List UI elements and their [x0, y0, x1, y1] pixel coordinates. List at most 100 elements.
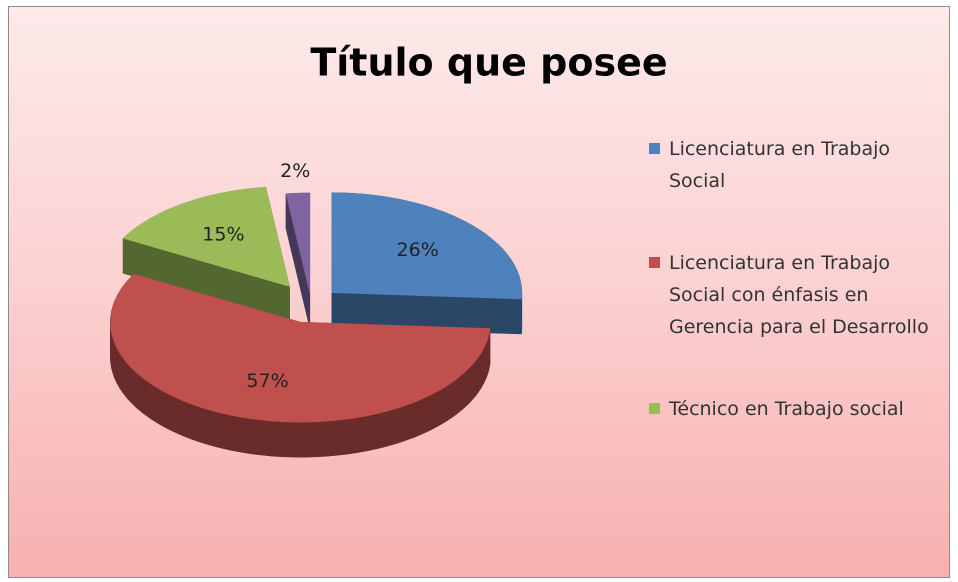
slice-side: [122, 357, 126, 397]
slice-side: [233, 415, 239, 452]
slice-side: [321, 420, 328, 457]
slice-side: [156, 387, 161, 426]
slice-side: [434, 390, 439, 429]
slice-side: [444, 384, 448, 423]
slice-side: [147, 381, 152, 420]
slice-side: [130, 366, 134, 406]
slice-side: [298, 421, 304, 458]
slice-side: [191, 404, 197, 442]
pie-slice: [285, 192, 311, 329]
slice-side: [335, 419, 342, 456]
slice-side: [199, 406, 205, 444]
slice-top: [285, 192, 311, 294]
slice-side: [317, 421, 323, 458]
slice-side: [453, 379, 457, 417]
slice-side: [303, 421, 309, 458]
pie-slice: [110, 273, 491, 458]
slice-side: [405, 403, 410, 441]
slice-side: [409, 402, 414, 440]
legend-swatch: [649, 257, 660, 268]
slice-top: [122, 186, 290, 287]
slice-side: [176, 397, 182, 436]
slice-side: [465, 368, 469, 407]
slice-side: [216, 411, 222, 449]
slice-side: [354, 417, 360, 454]
slice-side: [284, 421, 290, 458]
slice-side: [474, 359, 477, 398]
slice-side: [260, 419, 267, 456]
slice-side: [159, 389, 164, 427]
slice-side: [265, 420, 271, 457]
slice-side: [345, 418, 351, 455]
slice-side: [389, 408, 394, 446]
slice-side: [376, 412, 382, 450]
slice-side: [312, 421, 318, 458]
legend-swatch: [649, 143, 660, 154]
slice-side: [326, 420, 332, 457]
slice-side: [169, 394, 174, 433]
slice-side: [270, 420, 276, 457]
slice-side: [468, 366, 471, 405]
slice-side: [293, 421, 299, 458]
slice-side: [150, 383, 155, 422]
slice-side: [184, 401, 189, 439]
data-label: 57%: [246, 370, 288, 392]
slice-side: [372, 413, 378, 451]
slice-side: [180, 399, 185, 437]
data-label: 2%: [280, 160, 310, 182]
slice-side: [461, 372, 465, 411]
slice-side: [251, 418, 257, 455]
legend: Licenciatura en Trabajo Social Licenciatu…: [649, 133, 949, 425]
slice-side: [195, 405, 201, 443]
pie-slice: [122, 186, 290, 322]
slice-side: [128, 364, 132, 403]
slice-side: [203, 408, 209, 445]
slice-side: [401, 405, 406, 443]
slice-side: [413, 400, 418, 438]
slice-side: [132, 368, 136, 408]
slice-side: [340, 419, 346, 456]
slice-side: [274, 421, 281, 457]
slice-side: [416, 399, 422, 437]
slice-side: [126, 362, 129, 401]
slice-side: [247, 417, 253, 455]
slice-top: [331, 192, 523, 300]
slice-side: [427, 394, 432, 432]
legend-swatch: [649, 403, 660, 414]
slice-side: [142, 377, 146, 416]
slice-side: [207, 409, 213, 447]
slice-side: [349, 417, 355, 454]
legend-item: Licenciatura en Trabajo Social: [649, 133, 949, 197]
slice-side: [238, 416, 244, 453]
slice-side: [188, 402, 193, 440]
slice-side: [450, 381, 454, 419]
slice-side: [463, 370, 467, 409]
slice-side: [288, 421, 295, 458]
slice-side: [470, 363, 473, 403]
legend-label: Licenciatura en Trabajo Social con énfas…: [669, 252, 929, 338]
slice-side: [229, 414, 235, 452]
slice-side: [220, 412, 226, 450]
slice-side: [472, 361, 475, 401]
pie-slice: [331, 192, 523, 335]
slice-side: [385, 410, 390, 448]
slice-side: [424, 395, 429, 434]
slice-side: [137, 373, 141, 412]
slice-side: [367, 414, 373, 452]
chart-area: Título que posee 26% 57% 15% 2% Licenciatur…: [8, 6, 950, 578]
slice-side: [212, 410, 217, 448]
slice-side: [163, 391, 168, 429]
slice-side: [455, 376, 460, 416]
slice-side: [441, 386, 445, 425]
slice-side: [420, 397, 425, 435]
chart: Título que posee 26% 57% 15% 2%: [110, 41, 668, 458]
slice-side: [458, 374, 462, 413]
legend-item: Técnico en Trabajo social: [649, 393, 949, 425]
slice-side: [393, 407, 399, 445]
slice-side: [447, 383, 451, 421]
slice-side: [242, 417, 248, 454]
legend-label: Licenciatura en Trabajo Social: [669, 138, 891, 192]
slice-side: [124, 359, 127, 399]
slice-side: [122, 235, 126, 274]
slice-side: [358, 416, 364, 453]
